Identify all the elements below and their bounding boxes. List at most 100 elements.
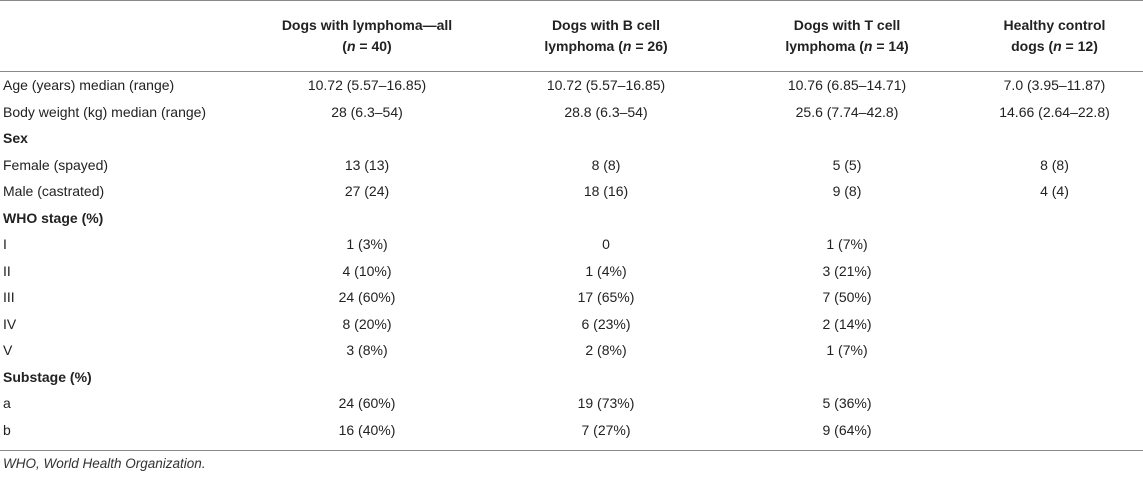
cell-bcell	[484, 364, 728, 391]
cell-control	[966, 205, 1143, 232]
table-row: IV 8 (20%) 6 (23%) 2 (14%)	[0, 311, 1143, 338]
cell-bcell: 2 (8%)	[585, 342, 627, 359]
row-label: Male (castrated)	[3, 183, 105, 200]
header-tcell-n: n	[863, 38, 873, 54]
header-bcell-n: n	[622, 38, 632, 54]
cell-tcell	[728, 364, 966, 391]
header-tcell-rest: = 14)	[872, 38, 909, 54]
cell-bcell	[484, 125, 728, 152]
cell-control	[966, 417, 1143, 444]
cell-bcell: 7 (27%)	[581, 421, 631, 438]
header-row: Dogs with lymphoma—all (n = 40) Dogs wit…	[0, 0, 1143, 72]
cell-control	[966, 337, 1143, 364]
cell-tcell: 10.76 (6.85–14.71)	[787, 77, 907, 94]
cell-control: 8 (8)	[1040, 156, 1069, 173]
row-label: I	[3, 236, 7, 253]
section-label: Sex	[3, 130, 28, 147]
cell-tcell	[728, 125, 966, 152]
header-all-rest: = 40)	[355, 38, 392, 54]
bottom-rule	[0, 450, 1143, 451]
cell-tcell: 3 (21%)	[822, 262, 872, 279]
cell-control	[966, 364, 1143, 391]
row-label: IV	[3, 315, 17, 332]
cell-all: 1 (3%)	[346, 236, 388, 253]
cell-tcell: 1 (7%)	[826, 236, 868, 253]
data-table: Dogs with lymphoma—all (n = 40) Dogs wit…	[0, 0, 1143, 443]
section-header-row: Sex	[0, 125, 1143, 152]
table-row: Body weight (kg) median (range) 28 (6.3–5…	[0, 99, 1143, 126]
cell-all	[250, 205, 484, 232]
cell-bcell: 19 (73%)	[577, 395, 635, 412]
top-rule	[0, 0, 1143, 1]
table-row: Male (castrated) 27 (24) 18 (16) 9 (8) 4 (4)	[0, 178, 1143, 205]
cell-control	[966, 390, 1143, 417]
cell-control	[966, 284, 1143, 311]
header-control-n: n	[1053, 38, 1062, 54]
cell-bcell: 10.72 (5.57–16.85)	[546, 77, 666, 94]
cell-bcell: 17 (65%)	[577, 289, 635, 306]
header-rule	[0, 71, 1143, 72]
cell-bcell: 28.8 (6.3–54)	[564, 103, 648, 120]
row-label: III	[3, 289, 15, 306]
cell-bcell: 0	[602, 236, 610, 253]
cell-tcell: 7 (50%)	[822, 289, 872, 306]
header-bcell-line1: Dogs with B cell	[551, 17, 661, 33]
cell-control: 4 (4)	[1040, 183, 1069, 200]
cell-bcell: 8 (8)	[591, 156, 621, 173]
header-bcell-rest: = 26)	[631, 38, 668, 54]
cell-all: 10.72 (5.57–16.85)	[307, 77, 427, 94]
cell-bcell	[484, 205, 728, 232]
table-row: I 1 (3%) 0 1 (7%)	[0, 231, 1143, 258]
cell-bcell: 18 (16)	[583, 183, 629, 200]
row-label: V	[3, 342, 13, 359]
section-label: Substage (%)	[3, 368, 92, 385]
cell-all: 3 (8%)	[346, 342, 388, 359]
table-row: III 24 (60%) 17 (65%) 7 (50%)	[0, 284, 1143, 311]
section-header-row: WHO stage (%)	[0, 205, 1143, 232]
row-label: Body weight (kg) median (range)	[3, 103, 207, 120]
header-cell-blank	[0, 0, 250, 72]
cell-all: 16 (40%)	[338, 421, 396, 438]
section-header-row: Substage (%)	[0, 364, 1143, 391]
cell-bcell: 1 (4%)	[585, 262, 627, 279]
section-label: WHO stage (%)	[3, 209, 104, 226]
cell-control	[966, 125, 1143, 152]
cell-all: 13 (13)	[344, 156, 390, 173]
header-tcell-line2: lymphoma (	[785, 38, 864, 54]
table-row: II 4 (10%) 1 (4%) 3 (21%)	[0, 258, 1143, 285]
header-all-n: n	[346, 38, 356, 54]
header-cell-control: Healthy control dogs (n = 12)	[966, 0, 1143, 72]
row-label: II	[3, 262, 11, 279]
row-label: a	[3, 395, 11, 412]
cell-tcell: 2 (14%)	[822, 315, 872, 332]
cell-tcell: 9 (64%)	[822, 421, 872, 438]
cell-all: 24 (60%)	[338, 395, 396, 412]
cell-all: 4 (10%)	[342, 262, 392, 279]
cell-control	[966, 258, 1143, 285]
table-row: Age (years) median (range) 10.72 (5.57–16…	[0, 72, 1143, 99]
cell-control: 7.0 (3.95–11.87)	[1003, 77, 1106, 94]
cell-tcell	[728, 205, 966, 232]
table-row: b 16 (40%) 7 (27%) 9 (64%)	[0, 417, 1143, 444]
cell-tcell: 25.6 (7.74–42.8)	[795, 103, 899, 120]
header-tcell-line1: Dogs with T cell	[793, 17, 901, 33]
cell-all: 24 (60%)	[338, 289, 396, 306]
cell-control	[966, 231, 1143, 258]
header-cell-tcell: Dogs with T cell lymphoma (n = 14)	[728, 0, 966, 72]
header-control-line1: Healthy control	[1003, 17, 1106, 33]
cell-all: 28 (6.3–54)	[331, 103, 403, 120]
row-label: b	[3, 421, 11, 438]
cell-all: 8 (20%)	[342, 315, 392, 332]
cell-all: 27 (24)	[344, 183, 390, 200]
header-cell-bcell: Dogs with B cell lymphoma (n = 26)	[484, 0, 728, 72]
table-body: Age (years) median (range) 10.72 (5.57–16…	[0, 72, 1143, 443]
cell-tcell: 5 (5)	[832, 156, 862, 173]
header-bcell-line2: lymphoma (	[544, 38, 623, 54]
row-label: Female (spayed)	[3, 156, 109, 173]
table-row: V 3 (8%) 2 (8%) 1 (7%)	[0, 337, 1143, 364]
cell-all	[250, 125, 484, 152]
header-control-line2: dogs (	[1011, 38, 1054, 54]
cell-control: 14.66 (2.64–22.8)	[999, 103, 1110, 120]
cell-all	[250, 364, 484, 391]
